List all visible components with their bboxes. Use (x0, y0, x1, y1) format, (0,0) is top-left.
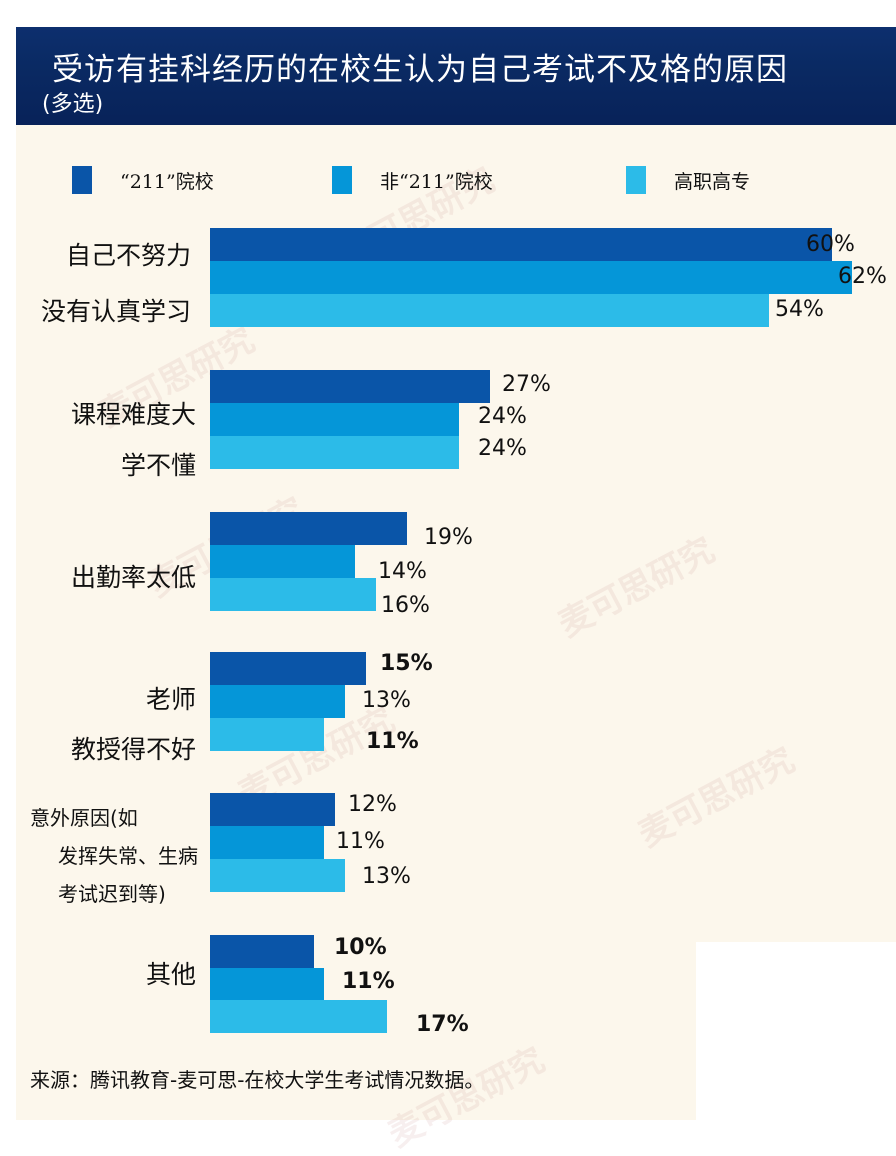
bar-211[interactable] (210, 370, 490, 403)
value-label: 12% (348, 792, 397, 817)
legend-label: “211”院校 (120, 170, 214, 193)
bar-211[interactable] (210, 793, 335, 826)
chart-header (16, 27, 896, 125)
value-label: 19% (424, 525, 473, 550)
value-label: 11% (336, 829, 385, 854)
value-label: 27% (502, 372, 551, 397)
value-label: 11% (366, 729, 419, 754)
category-label: 其他 (145, 960, 196, 989)
value-label: 11% (342, 969, 395, 994)
bar-211[interactable] (210, 228, 832, 261)
legend-label: 高职高专 (674, 170, 751, 193)
chart-subtitle: (多选) (42, 92, 104, 117)
legend-swatch (72, 166, 92, 194)
category-label: 没有认真学习 (40, 297, 191, 326)
value-label: 17% (416, 1012, 469, 1037)
value-label: 62% (838, 264, 887, 289)
bar-non-211[interactable] (210, 685, 345, 718)
value-label: 24% (478, 404, 527, 429)
bar-vocational[interactable] (210, 718, 324, 751)
legend-label: 非“211”院校 (380, 170, 493, 193)
value-label: 14% (378, 559, 427, 584)
value-label: 16% (381, 593, 430, 618)
legend-item-vocational[interactable]: 高职高专 (626, 165, 750, 195)
bar-vocational[interactable] (210, 436, 459, 469)
value-label: 60% (806, 232, 855, 257)
category-label: 老师 (145, 685, 196, 714)
category-label: 考试迟到等) (58, 882, 166, 906)
value-label: 54% (775, 297, 824, 322)
category-label: 出勤率太低 (70, 563, 196, 592)
bar-211[interactable] (210, 935, 314, 968)
category-label: 意外原因(如 (30, 806, 138, 830)
value-label: 10% (334, 935, 387, 960)
bar-vocational[interactable] (210, 1000, 387, 1033)
bar-non-211[interactable] (210, 545, 355, 578)
chart-title: 受访有挂科经历的在校生认为自己考试不及格的原因 (52, 52, 788, 88)
value-label: 24% (478, 436, 527, 461)
bar-vocational[interactable] (210, 859, 345, 892)
legend-item-non-211[interactable]: 非“211”院校 (332, 165, 493, 195)
category-label: 教授得不好 (70, 735, 196, 764)
legend-swatch (626, 166, 646, 194)
category-label: 发挥失常、生病 (58, 844, 198, 868)
category-label: 学不懂 (120, 451, 196, 480)
legend-item-211[interactable]: “211”院校 (72, 165, 214, 195)
value-label: 13% (362, 688, 411, 713)
value-label: 15% (380, 651, 433, 676)
bar-vocational[interactable] (210, 578, 376, 611)
bar-vocational[interactable] (210, 294, 769, 327)
source-note: 来源：腾讯教育-麦可思-在校大学生考试情况数据。 (30, 1068, 485, 1092)
bar-211[interactable] (210, 512, 407, 545)
legend-swatch (332, 166, 352, 194)
bar-non-211[interactable] (210, 403, 459, 436)
bar-non-211[interactable] (210, 261, 852, 294)
bar-non-211[interactable] (210, 968, 324, 1001)
value-label: 13% (362, 864, 411, 889)
category-label: 课程难度大 (70, 400, 196, 429)
panel-cutout (696, 942, 896, 1136)
bar-non-211[interactable] (210, 826, 324, 859)
bar-211[interactable] (210, 652, 366, 685)
category-label: 自己不努力 (65, 241, 191, 270)
